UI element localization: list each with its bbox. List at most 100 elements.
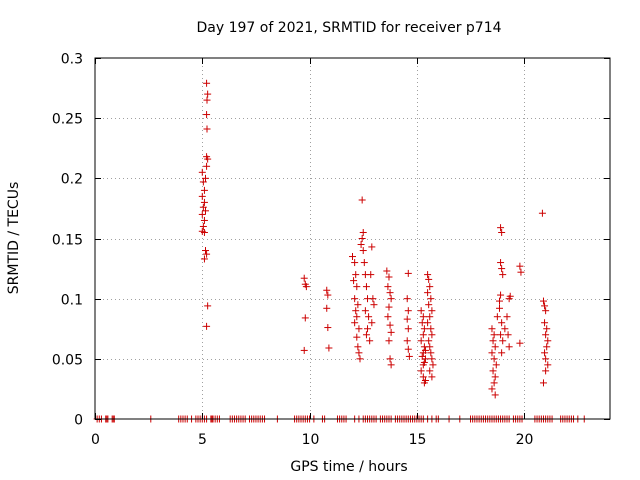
- data-point: [425, 301, 433, 309]
- data-point: [543, 325, 551, 333]
- data-point: [351, 319, 359, 327]
- x-axis-label: GPS time / hours: [290, 459, 407, 475]
- data-point: [302, 283, 310, 291]
- data-point: [200, 228, 208, 236]
- data-point: [325, 344, 333, 352]
- x-tick-label: 15: [409, 432, 427, 448]
- data-point: [490, 355, 498, 363]
- data-point: [204, 302, 212, 310]
- data-point: [426, 313, 434, 321]
- data-point: [517, 268, 525, 276]
- data-point: [404, 325, 412, 333]
- data-point: [202, 207, 210, 215]
- data-point: [498, 265, 506, 273]
- data-point: [354, 343, 362, 351]
- data-point: [426, 283, 434, 291]
- data-point: [427, 295, 435, 303]
- data-point: [358, 196, 366, 204]
- x-tick-label: 5: [198, 432, 207, 448]
- data-point: [324, 324, 332, 332]
- data-point: [349, 253, 356, 261]
- data-point: [499, 337, 507, 345]
- data-point: [361, 307, 369, 315]
- data-point: [405, 352, 413, 360]
- data-point: [541, 319, 549, 327]
- data-point: [489, 367, 497, 375]
- data-point: [199, 178, 207, 186]
- data-point: [490, 379, 498, 387]
- data-point: [428, 373, 436, 381]
- y-tick-label: 0: [74, 413, 83, 429]
- data-point: [424, 319, 432, 327]
- data-point: [417, 367, 425, 375]
- data-point: [199, 222, 207, 230]
- data-point: [203, 125, 211, 133]
- plot-frame: [94, 57, 611, 420]
- data-point: [359, 247, 367, 255]
- y-tick-label: 0.2: [61, 172, 83, 188]
- data-point: [498, 228, 506, 236]
- data-point: [358, 235, 366, 242]
- data-point: [488, 325, 496, 333]
- data-point: [384, 313, 392, 321]
- data-point: [419, 361, 427, 369]
- data-point: [386, 321, 394, 329]
- data-point: [323, 304, 331, 312]
- data-point: [387, 361, 395, 369]
- data-point: [543, 343, 551, 351]
- data-point: [369, 295, 377, 303]
- data-point: [404, 269, 412, 277]
- data-point: [497, 291, 505, 299]
- data-point: [501, 325, 509, 333]
- data-point: [427, 349, 435, 357]
- data-point: [493, 313, 501, 321]
- data-point: [419, 331, 427, 339]
- data-point: [488, 349, 496, 357]
- axis-ticks: 0 0.05 0.1 0.15 0.2 0.25 0.3 0 5 10 15 20: [52, 52, 610, 448]
- data-point: [505, 343, 513, 351]
- data-point: [420, 379, 428, 387]
- data-point: [542, 367, 550, 375]
- data-point: [403, 337, 411, 345]
- data-point: [203, 322, 211, 330]
- data-point: [359, 228, 367, 236]
- y-axis-label: SRMTID / TECUs: [6, 182, 22, 295]
- data-point: [419, 349, 427, 357]
- y-tick-label: 0.3: [61, 52, 83, 68]
- data-point: [203, 162, 211, 170]
- data-point: [360, 259, 368, 267]
- data-point: [428, 355, 436, 363]
- data-point: [544, 337, 552, 345]
- data-point: [368, 243, 376, 251]
- data-point: [301, 314, 309, 322]
- data-point: [203, 96, 211, 104]
- data-point: [353, 313, 361, 321]
- data-point: [365, 313, 373, 321]
- data-point: [353, 333, 361, 341]
- data-point: [403, 315, 411, 323]
- data-point: [419, 373, 427, 381]
- data-point: [489, 337, 497, 345]
- data-point: [491, 343, 499, 351]
- data-point: [198, 210, 206, 218]
- data-point: [403, 295, 411, 303]
- data-point: [357, 241, 365, 249]
- data-point: [429, 361, 437, 369]
- y-tick-label: 0.1: [61, 293, 83, 309]
- data-point: [385, 337, 393, 345]
- data-point: [424, 289, 432, 297]
- data-point: [542, 307, 550, 315]
- data-point: [499, 271, 507, 279]
- data-point: [200, 198, 208, 206]
- data-point: [370, 301, 378, 309]
- data-point: [516, 339, 524, 347]
- data-point: [428, 331, 436, 339]
- data-point: [497, 224, 505, 232]
- data-point: [386, 289, 394, 297]
- data-point: [497, 331, 505, 339]
- data-point: [542, 331, 550, 339]
- data-point: [355, 349, 363, 357]
- y-tick-label: 0.05: [52, 353, 83, 369]
- data-point: [541, 349, 549, 357]
